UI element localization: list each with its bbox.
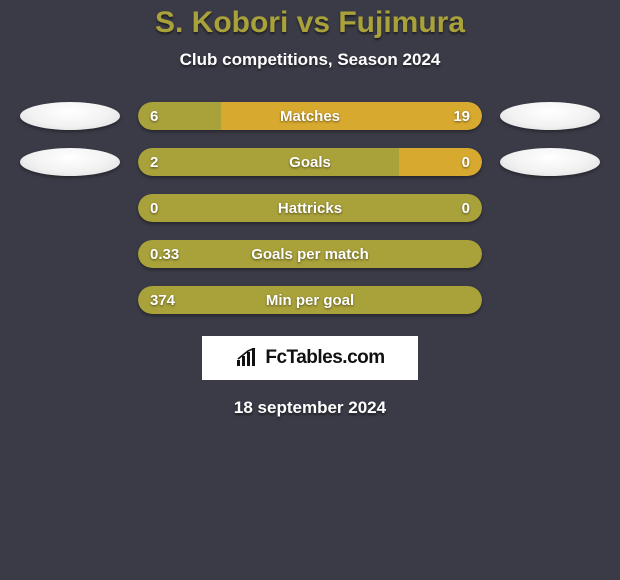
stat-label: Hattricks <box>138 194 482 222</box>
stat-row: Goals per match0.33 <box>0 240 620 268</box>
stat-bar: Goals per match0.33 <box>138 240 482 268</box>
player-left-avatar <box>20 102 120 130</box>
stat-value-left: 2 <box>150 148 158 176</box>
page-title: S. Kobori vs Fujimura <box>0 0 620 40</box>
brand-box: FcTables.com <box>202 336 418 380</box>
stat-value-left: 6 <box>150 102 158 130</box>
stat-label: Min per goal <box>138 286 482 314</box>
stat-value-left: 374 <box>150 286 175 314</box>
stat-row: Min per goal374 <box>0 286 620 314</box>
stat-row: Hattricks0 0 <box>0 194 620 222</box>
brand-text: FcTables.com <box>265 347 384 369</box>
stats-container: Matches619Goals20Hattricks00Goals per ma… <box>0 102 620 314</box>
stat-bar: Hattricks0 0 <box>138 194 482 222</box>
date-text: 18 september 2024 <box>0 398 620 418</box>
stat-value-right: 0 <box>462 194 470 222</box>
player-right-avatar <box>500 148 600 176</box>
stat-label: Goals per match <box>138 240 482 268</box>
player-left-avatar <box>20 148 120 176</box>
stat-row: Goals2 0 <box>0 148 620 176</box>
stat-value-left: 0 <box>150 194 158 222</box>
stat-value-right: 0 <box>462 148 470 176</box>
stat-value-left: 0.33 <box>150 240 179 268</box>
stat-bar: Goals2 0 <box>138 148 482 176</box>
brand-chart-icon <box>235 348 259 368</box>
stat-label: Goals <box>138 148 482 176</box>
stat-bar: Min per goal374 <box>138 286 482 314</box>
subtitle: Club competitions, Season 2024 <box>0 50 620 70</box>
stat-row: Matches6 19 <box>0 102 620 130</box>
stat-label: Matches <box>138 102 482 130</box>
player-right-avatar <box>500 102 600 130</box>
stat-bar: Matches6 19 <box>138 102 482 130</box>
stat-value-right: 19 <box>453 102 470 130</box>
